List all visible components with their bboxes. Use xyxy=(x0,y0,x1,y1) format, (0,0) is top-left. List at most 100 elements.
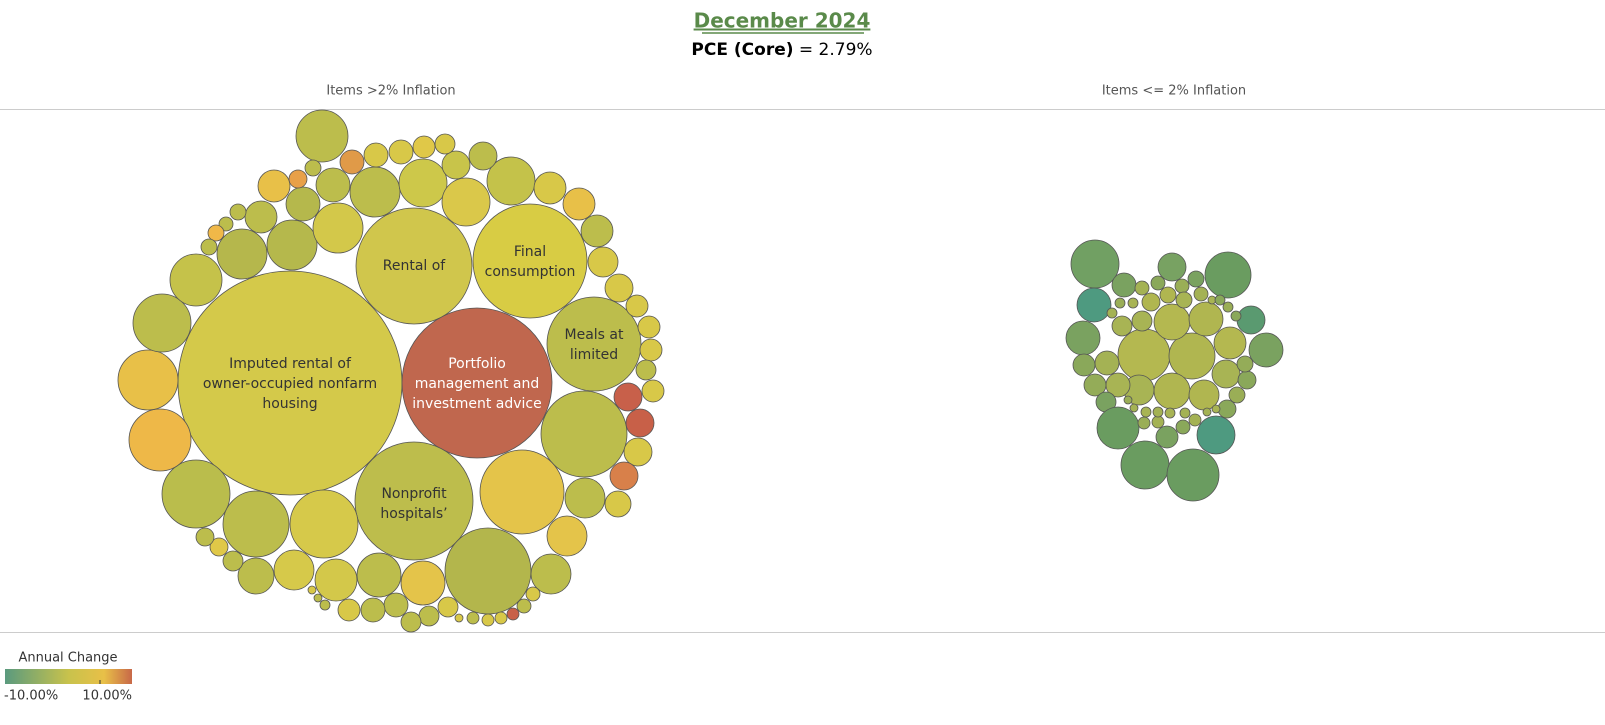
bubble-label-line: owner-occupied nonfarm xyxy=(203,376,377,392)
bubble xyxy=(437,596,459,618)
bubble xyxy=(1114,297,1126,309)
bubble xyxy=(1236,355,1254,373)
bubble xyxy=(1168,332,1216,380)
bubble xyxy=(1248,332,1284,368)
bubble xyxy=(319,599,331,611)
bubble xyxy=(1236,305,1266,335)
title: December 2024 xyxy=(694,9,871,33)
bubble xyxy=(1123,395,1133,405)
bubble xyxy=(525,586,541,602)
bubble xyxy=(363,142,389,168)
bubble xyxy=(1137,416,1151,430)
bubble-label-line: limited xyxy=(570,347,618,363)
bubble xyxy=(132,293,192,353)
bubble xyxy=(412,135,436,159)
bubble xyxy=(486,156,536,206)
bubble xyxy=(580,214,614,248)
bubble xyxy=(625,408,655,438)
bubble xyxy=(229,203,247,221)
bubble xyxy=(1202,407,1212,417)
bubble xyxy=(285,186,321,222)
bubble xyxy=(604,490,632,518)
bubble xyxy=(388,139,414,165)
bubble xyxy=(494,611,508,625)
bubble-labels: Imputed rental of owner-occupied nonfarm h… xyxy=(203,244,624,522)
legend-gradient xyxy=(5,669,132,684)
bubble-label-line: investment advice xyxy=(412,396,541,412)
bubble xyxy=(1140,406,1152,418)
bubble xyxy=(639,338,663,362)
bubble-label-line: consumption xyxy=(485,264,576,280)
bubble xyxy=(117,349,179,411)
bubble xyxy=(161,459,231,529)
bubble xyxy=(1213,326,1247,360)
bubble xyxy=(383,592,409,618)
bubble xyxy=(244,200,278,234)
bubble-label: Imputed rental of owner-occupied nonfarm h… xyxy=(203,356,377,412)
bubble-label-line: Imputed rental of xyxy=(229,356,352,372)
bubble xyxy=(1096,406,1140,450)
bubble xyxy=(128,408,192,472)
bubble xyxy=(441,177,491,227)
bubble xyxy=(1076,287,1112,323)
bubble-label: Rental of xyxy=(383,258,447,274)
bubble xyxy=(418,605,440,627)
bubble xyxy=(1159,286,1177,304)
bubble-label-line: Rental of xyxy=(383,258,447,274)
subtitle: PCE (Core) = 2.79% xyxy=(691,40,872,60)
bubble xyxy=(1164,407,1176,419)
bubble xyxy=(1065,320,1101,356)
bubble xyxy=(307,585,317,595)
bubble xyxy=(1211,404,1221,414)
bubble xyxy=(207,224,225,242)
bubble xyxy=(1179,407,1191,419)
bubble xyxy=(1222,301,1234,313)
bubble xyxy=(613,382,643,412)
bubble xyxy=(1157,252,1187,282)
bubble xyxy=(355,207,473,325)
bubble xyxy=(1174,278,1190,294)
bubble xyxy=(1153,372,1191,410)
bubble xyxy=(1127,297,1139,309)
bubble xyxy=(349,166,401,218)
bubble xyxy=(289,489,359,559)
bubble xyxy=(1211,359,1241,389)
bubble xyxy=(516,598,532,614)
bubble xyxy=(222,490,290,558)
bubble xyxy=(257,169,291,203)
bubble xyxy=(1083,373,1107,397)
bubble xyxy=(1155,425,1179,449)
bubble xyxy=(266,219,318,271)
bubble xyxy=(1150,275,1166,291)
bubble xyxy=(1094,350,1120,376)
bubble xyxy=(454,613,464,623)
bubble xyxy=(1151,415,1165,429)
bubble xyxy=(1070,239,1120,289)
bubble xyxy=(623,437,653,467)
bubble xyxy=(400,560,446,606)
bubble xyxy=(313,593,323,603)
bubble xyxy=(295,109,349,163)
bubble xyxy=(1111,315,1133,337)
bubble xyxy=(1072,353,1096,377)
bubble xyxy=(506,607,520,621)
panel-title: Items >2% Inflation xyxy=(326,84,455,99)
bubble xyxy=(479,449,565,535)
bubble xyxy=(1152,406,1164,418)
bubble xyxy=(434,133,456,155)
bubble xyxy=(472,203,588,319)
bubble xyxy=(400,611,422,633)
bubble xyxy=(444,527,532,615)
bubble xyxy=(637,315,661,339)
bubble xyxy=(1188,413,1202,427)
bubble xyxy=(314,558,358,602)
bubble xyxy=(1120,440,1170,490)
bubble xyxy=(609,461,639,491)
bubble xyxy=(222,550,244,572)
bubble xyxy=(587,246,619,278)
bubble xyxy=(441,150,471,180)
bubble xyxy=(200,238,218,256)
bubble xyxy=(1175,291,1193,309)
bubble xyxy=(604,273,634,303)
